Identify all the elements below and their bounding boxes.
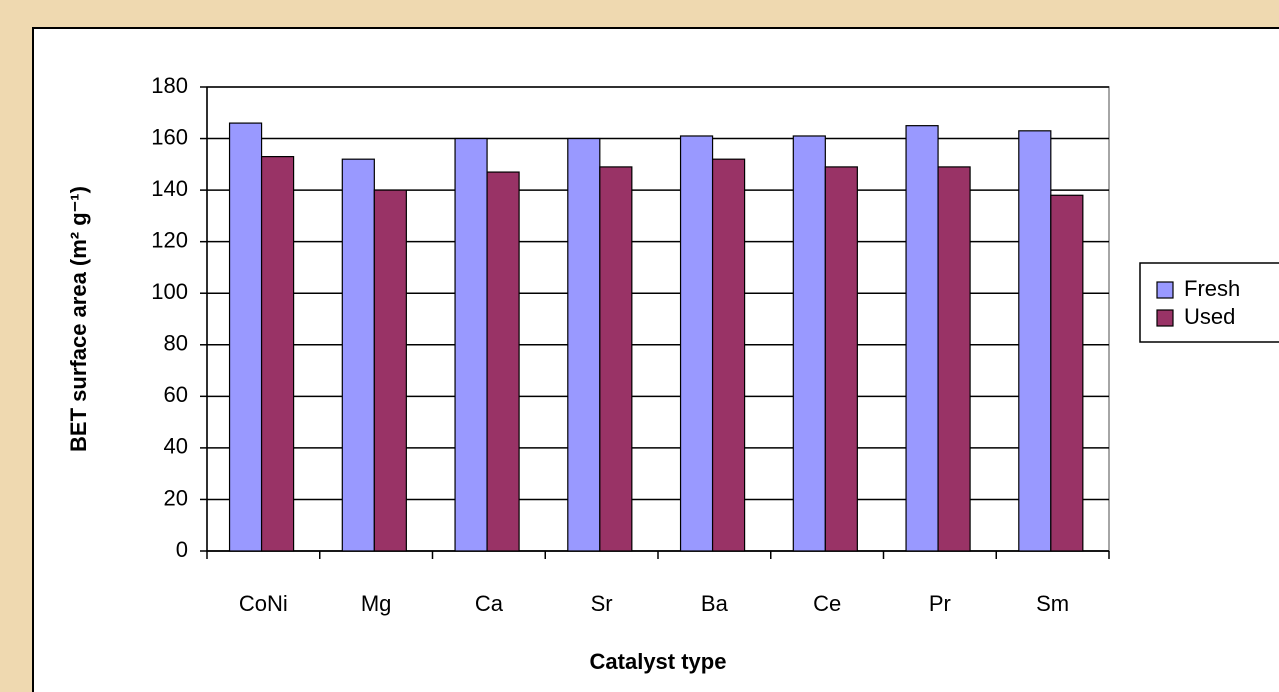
bar: [905, 125, 939, 552]
bar: [341, 158, 375, 552]
bar: [792, 135, 826, 552]
y-axis-label: BET surface area (m² g⁻¹): [66, 186, 91, 452]
bar: [373, 189, 407, 552]
bar: [711, 158, 746, 552]
y-tick-label: 140: [151, 176, 188, 201]
legend-swatch: [1156, 281, 1174, 299]
legend-swatch: [1156, 309, 1174, 327]
x-tick-label: Sm: [1036, 591, 1069, 616]
legend-label: Fresh: [1184, 276, 1240, 301]
legend-label: Used: [1184, 304, 1235, 329]
y-tick-label: 100: [151, 279, 188, 304]
legend: [1139, 262, 1279, 343]
y-tick-label: 0: [176, 537, 188, 562]
bar: [1018, 130, 1052, 552]
bar: [260, 156, 295, 552]
bar: [824, 166, 858, 552]
y-tick-label: 20: [164, 485, 188, 510]
bar: [228, 122, 263, 552]
bar: [937, 166, 971, 552]
y-tick-label: 40: [164, 434, 188, 459]
x-tick-label: CoNi: [239, 591, 288, 616]
x-tick-label: Ca: [475, 591, 504, 616]
y-tick-label: 60: [164, 382, 188, 407]
bar: [599, 166, 633, 552]
bar: [567, 137, 601, 552]
y-tick-label: 120: [151, 227, 188, 252]
y-tick-label: 80: [164, 331, 188, 356]
bar: [679, 135, 714, 552]
x-axis-label: Catalyst type: [590, 649, 727, 674]
bar: [1050, 194, 1084, 552]
x-tick-label: Ba: [701, 591, 729, 616]
y-tick-label: 160: [151, 124, 188, 149]
bar: [454, 137, 488, 552]
x-tick-label: Ce: [813, 591, 841, 616]
x-tick-label: Sr: [591, 591, 613, 616]
x-tick-label: Mg: [361, 591, 392, 616]
bar: [486, 171, 520, 552]
x-tick-label: Pr: [929, 591, 951, 616]
y-tick-label: 180: [151, 73, 188, 98]
